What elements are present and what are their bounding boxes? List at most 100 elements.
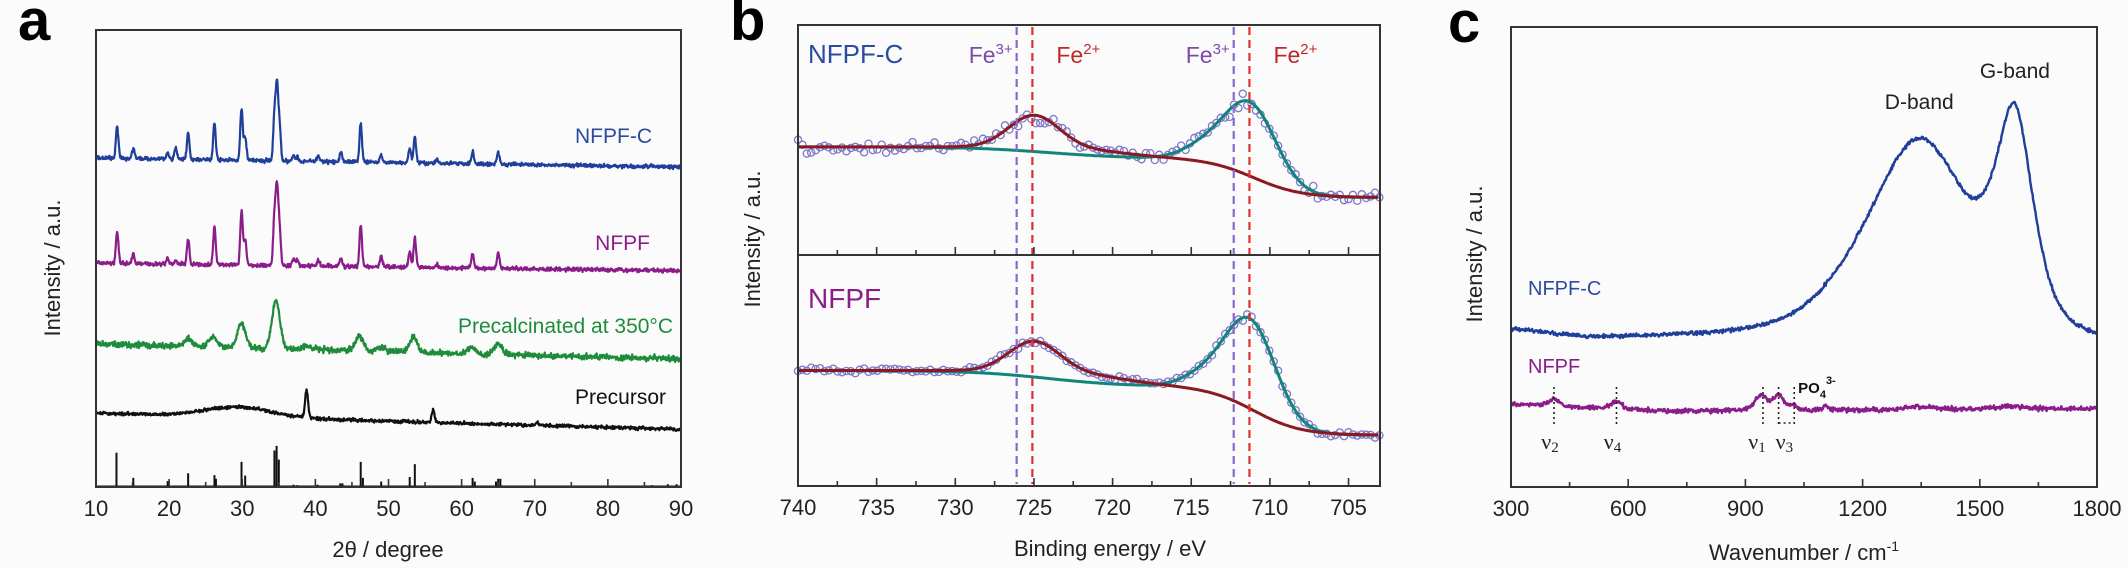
xps-data-point — [877, 364, 886, 374]
nu-subscript: 1 — [1758, 440, 1766, 456]
xrd-series-precursor — [94, 388, 682, 433]
xps-ion-labels: Fe3+ Fe2+ Fe3+ Fe2+ — [969, 41, 1318, 68]
x-tick-label: 300 — [1493, 496, 1530, 521]
x-tick-label: 60 — [449, 496, 473, 521]
x-tick-label: 90 — [669, 496, 693, 521]
x-tick-label: 725 — [1016, 495, 1053, 520]
po4-subscript: 4 — [1820, 389, 1827, 401]
raman-x-axis-label: Wavenumber / cm-1 — [1709, 538, 1899, 565]
x-tick-label: 1800 — [2073, 496, 2122, 521]
raman-y-axis-label: Intensity / a.u. — [1462, 186, 1487, 323]
xps-data-point — [1238, 89, 1248, 99]
x-tick-label: 1500 — [1955, 496, 2004, 521]
x-tick-label: 80 — [596, 496, 620, 521]
panel-c-raman: c 300 600 900 1200 1500 1800 NFPF-C NFPF D-ba… — [1448, 0, 2121, 565]
xps-data-point — [837, 367, 847, 377]
xps-data-point — [1282, 159, 1292, 168]
xps-fit-fe2p1-0 — [798, 113, 1379, 199]
xps-x-ticks: 740 735 730 725 720 715 710 705 — [780, 247, 1367, 520]
xrd-y-axis-label: Intensity / a.u. — [40, 200, 65, 337]
xps-data-point — [881, 148, 891, 158]
xrd-series-nfpf-c — [95, 78, 682, 171]
x-tick-label: 900 — [1727, 496, 1764, 521]
nu-symbol: ν — [1541, 429, 1551, 454]
ion-charge: 2+ — [1300, 41, 1317, 58]
panel-letter-a: a — [18, 0, 51, 53]
x-tick-label: 20 — [157, 496, 181, 521]
raman-plot-area — [1509, 100, 2099, 424]
x-tick-label: 705 — [1330, 495, 1367, 520]
mode-label-nu3: ν3 — [1776, 429, 1793, 456]
xps-data-point — [1300, 418, 1309, 427]
raman-x-axis-label-text: Wavenumber / cm — [1709, 540, 1887, 565]
xps-data-point — [1071, 361, 1080, 370]
d-band-label: D-band — [1885, 91, 1954, 114]
raman-label-nfpf: NFPF — [1528, 356, 1580, 378]
x-tick-label: 50 — [376, 496, 400, 521]
ion-symbol: Fe — [1056, 42, 1083, 68]
g-band-label: G-band — [1980, 60, 2050, 83]
ion-label-fe3: Fe3+ — [969, 41, 1013, 68]
ion-label-fe3: Fe3+ — [1186, 41, 1230, 68]
xps-label-nfpf-c: NFPF-C — [808, 39, 903, 69]
po4-text: PO — [1798, 380, 1820, 397]
xps-label-nfpf: NFPF — [808, 283, 881, 314]
panel-letter-b: b — [730, 0, 765, 53]
x-tick-label: 1200 — [1838, 496, 1887, 521]
x-tick-label: 30 — [230, 496, 254, 521]
xps-data-point — [828, 364, 838, 374]
xps-data-point — [890, 364, 900, 374]
raman-axes-frame — [1510, 26, 2098, 488]
xps-data-point — [1066, 133, 1076, 142]
x-tick-label: 600 — [1610, 496, 1647, 521]
xps-data-point — [1013, 121, 1023, 131]
xps-data-point — [1225, 112, 1234, 122]
xps-data-point — [1203, 128, 1212, 137]
mode-label-nu1: ν1 — [1748, 429, 1765, 456]
ion-charge: 3+ — [996, 41, 1013, 58]
raman-series-nfpf-c — [1509, 100, 2098, 340]
ion-symbol: Fe — [1186, 42, 1213, 68]
panel-a-xrd: a 10 20 30 40 50 60 70 80 90 NFPF-C NFPF Precalc… — [18, 0, 693, 562]
label-nfpf-c: NFPF-C — [575, 125, 652, 148]
xps-data-point — [1216, 113, 1226, 123]
nu-symbol: ν — [1776, 429, 1786, 454]
x-tick-label: 720 — [1094, 495, 1131, 520]
xps-data-point — [1053, 348, 1063, 358]
panel-letter-c: c — [1448, 0, 1480, 55]
x-tick-label: 740 — [780, 495, 817, 520]
xrd-axes-frame — [95, 29, 682, 488]
xps-data-point — [1053, 122, 1063, 132]
raman-x-axis-label-sup: -1 — [1887, 538, 1900, 554]
mode-label-nu2: ν2 — [1541, 429, 1558, 456]
x-tick-label: 40 — [303, 496, 327, 521]
ion-charge: 3+ — [1213, 41, 1230, 58]
xps-data-point — [1009, 344, 1019, 354]
xps-data-point — [1309, 181, 1318, 191]
xps-data-point — [1058, 351, 1067, 361]
xps-x-axis-label: Binding energy / eV — [1014, 536, 1206, 561]
xps-data-point — [1198, 359, 1208, 369]
ion-label-fe2: Fe2+ — [1056, 41, 1100, 68]
xps-data-point — [881, 364, 891, 374]
panel-b-xps: b 740 735 730 725 720 715 710 705 NFPF-C NFPF F… — [730, 0, 1384, 561]
raman-series-nfpf — [1510, 392, 2099, 415]
raman-label-nfpf-c: NFPF-C — [1528, 278, 1601, 300]
label-precursor: Precursor — [575, 386, 666, 409]
nu-symbol: ν — [1604, 429, 1614, 454]
phosphate-mode-labels: ν2 ν4 ν1 ν3 — [1541, 429, 1793, 456]
ion-symbol: Fe — [969, 42, 996, 68]
xps-data-point — [1194, 361, 1204, 371]
nu-subscript: 4 — [1614, 440, 1622, 456]
po4-label: PO4 3- — [1798, 375, 1836, 401]
xps-data-point — [1190, 366, 1199, 375]
xps-data-point — [1212, 118, 1221, 128]
xrd-series-precalcinated-at-350-c — [94, 298, 682, 364]
xps-data-point — [1216, 337, 1226, 346]
xps-data-point — [859, 147, 869, 157]
xps-data-point — [1295, 177, 1305, 187]
xps-fit-fe2p1-1 — [798, 339, 1379, 437]
xps-data-point — [802, 149, 812, 158]
xps-data-point — [1035, 118, 1045, 128]
